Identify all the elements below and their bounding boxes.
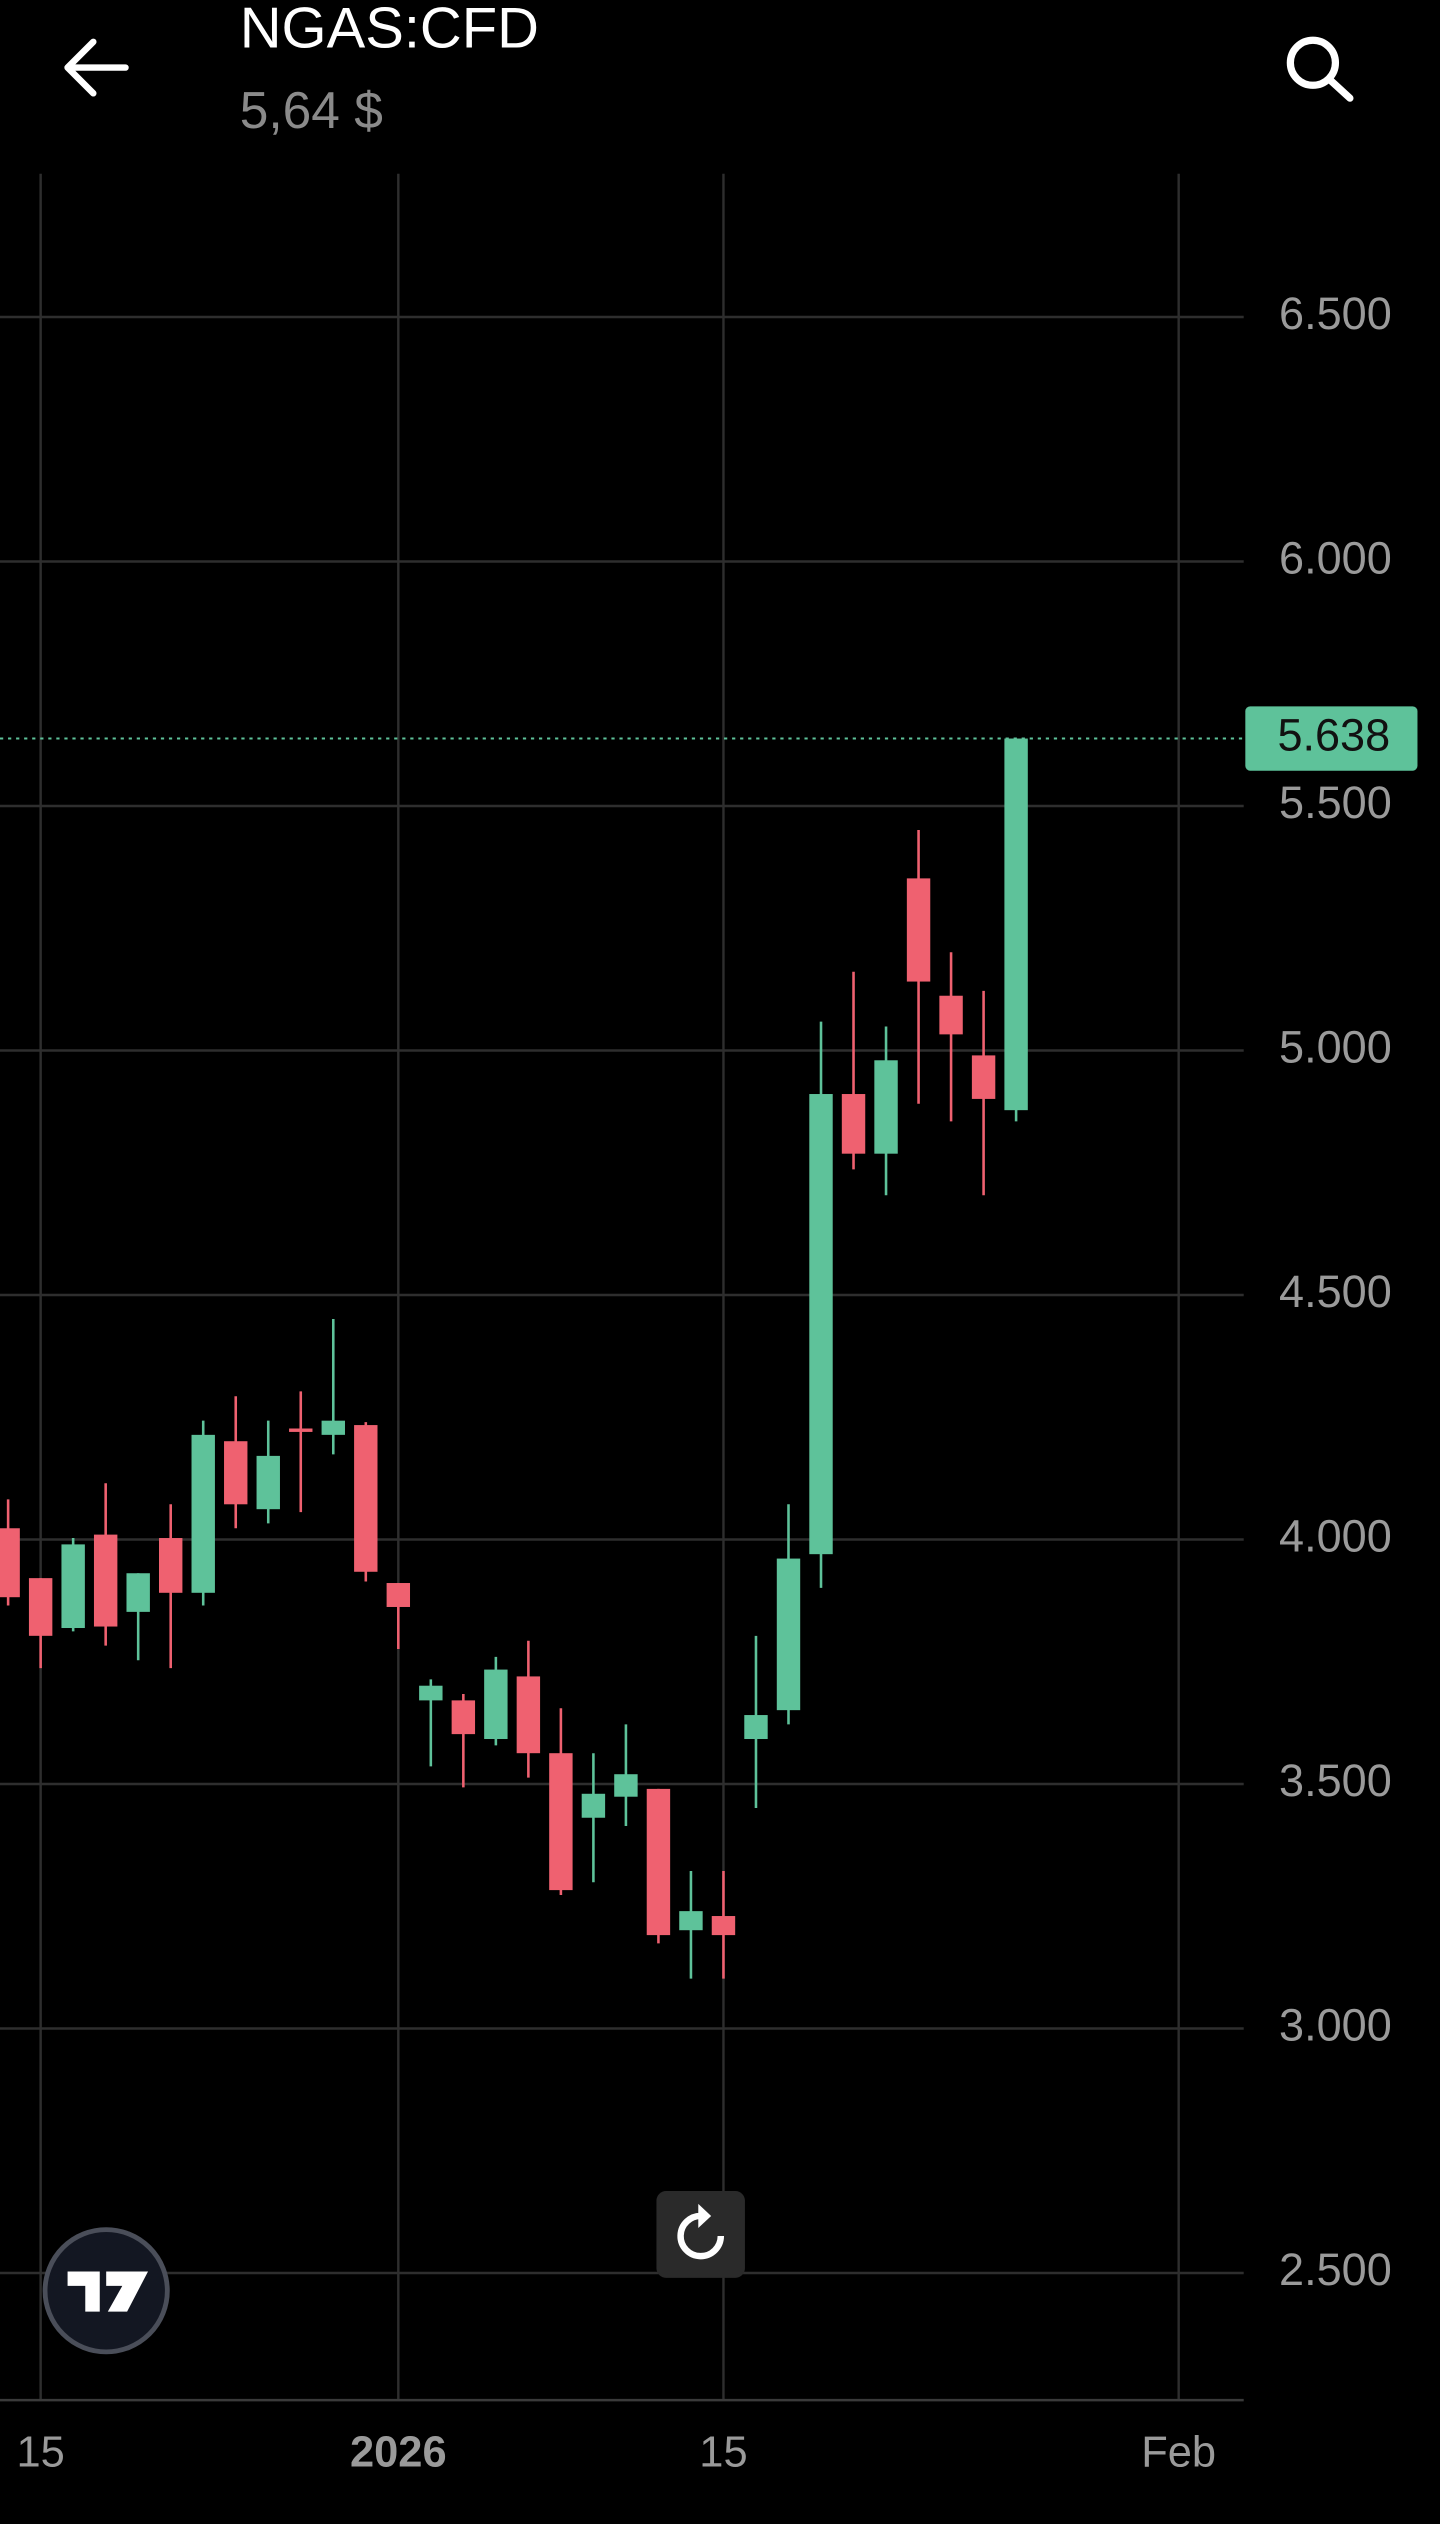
last-price-label: 5.638	[1277, 709, 1390, 760]
candle-body	[516, 1676, 541, 1754]
candle-body	[549, 1753, 573, 1891]
y-tick-label: 5.000	[1279, 1021, 1392, 1072]
candle-body	[419, 1685, 443, 1701]
candle-body	[386, 1583, 411, 1607]
candle-body	[484, 1669, 508, 1740]
axis-labels: 2.500 3.000 3.500 4.000 4.500 5.000 5.500 6.000…	[16, 288, 1418, 2476]
reset-arrowhead	[698, 2203, 712, 2229]
candle-body	[744, 1715, 768, 1740]
candle-body	[354, 1425, 378, 1572]
reset-icon	[677, 2212, 725, 2260]
x-tick-label: 15	[16, 2428, 64, 2476]
candle-body	[126, 1573, 150, 1612]
candle-body	[61, 1544, 85, 1629]
y-tick-label: 4.500	[1279, 1266, 1392, 1317]
candles	[0, 737, 1244, 1979]
candle-body	[614, 1774, 638, 1797]
y-tick-label: 3.000	[1279, 1999, 1392, 2050]
candle-body	[874, 1060, 898, 1154]
candle-body	[646, 1788, 671, 1936]
x-tick-label: 15	[699, 2428, 747, 2476]
logo-dot	[107, 2271, 121, 2285]
candle-body	[321, 1420, 345, 1435]
y-tick-label: 6.500	[1279, 288, 1392, 339]
candle-body	[971, 1055, 996, 1099]
search-icon	[1286, 36, 1340, 89]
back-button[interactable]	[64, 38, 129, 97]
grid	[0, 173, 1244, 2402]
x-tick-label: 2026	[350, 2428, 447, 2476]
candle-body	[841, 1094, 866, 1154]
candle-body	[679, 1911, 703, 1931]
candle-body	[256, 1455, 280, 1510]
chart-subtitle: 5,64 $	[240, 81, 383, 139]
candle-body	[939, 995, 963, 1035]
candle-body	[451, 1700, 476, 1735]
candle-body	[0, 1528, 20, 1598]
candle-body	[711, 1916, 736, 1936]
logo-circle	[42, 2227, 170, 2355]
last-price-tag	[1245, 706, 1418, 771]
y-tick-label: 2.500	[1279, 2244, 1392, 2295]
candle-body	[93, 1534, 118, 1627]
reset-button[interactable]	[656, 2191, 745, 2278]
candle-body	[28, 1578, 53, 1636]
y-tick-label: 5.500	[1279, 777, 1392, 828]
tradingview-button[interactable]	[42, 2227, 170, 2355]
candle-body	[776, 1558, 801, 1711]
candle-body	[289, 1428, 313, 1432]
candle-body	[581, 1793, 606, 1818]
logo	[67, 2271, 149, 2312]
y-tick-label: 6.000	[1279, 532, 1392, 583]
back-arrow	[64, 38, 129, 97]
search-icon-handle	[1326, 76, 1354, 102]
reset-bg	[656, 2191, 745, 2278]
candle-body	[809, 1094, 833, 1555]
chart-title: NGAS:CFD	[240, 0, 539, 60]
y-tick-label: 4.000	[1279, 1510, 1392, 1561]
y-tick-label: 3.500	[1279, 1755, 1392, 1806]
candle-body	[224, 1441, 248, 1505]
candle-body	[906, 878, 931, 982]
candle-body	[191, 1434, 215, 1593]
x-tick-label: Feb	[1141, 2428, 1216, 2476]
candle-body	[158, 1538, 183, 1593]
search-button[interactable]	[1286, 36, 1354, 102]
candle-body	[1004, 738, 1028, 1111]
